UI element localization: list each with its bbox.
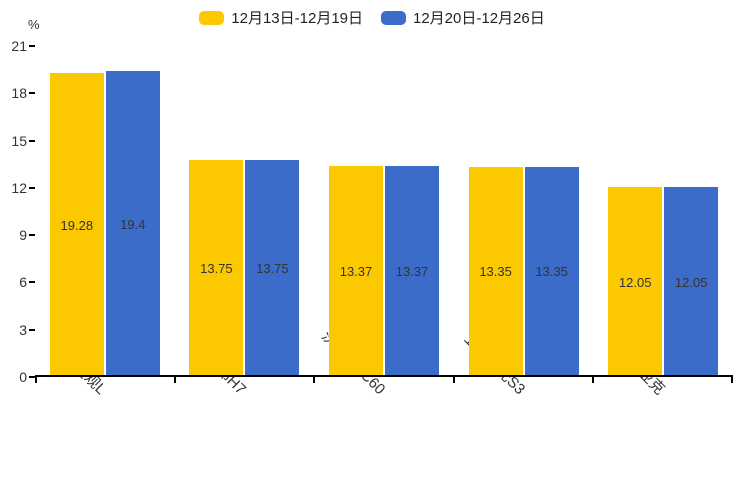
y-axis-tick (29, 92, 35, 95)
x-axis-tick (731, 377, 733, 383)
y-axis-tick-label: 18 (11, 85, 27, 102)
x-axis-tick (452, 377, 455, 383)
legend-swatch-blue (381, 10, 406, 25)
x-axis-line (35, 375, 733, 377)
bar-value-label: 13.35 (535, 264, 568, 280)
chart-legend: 12月13日-12月19日 12月20日-12月26日 (0, 7, 744, 28)
bar-value-label: 12.05 (674, 274, 708, 290)
x-axis-tick (173, 377, 176, 383)
x-axis-tick (313, 377, 316, 383)
bar-series1-cat4: 12.05 (608, 187, 663, 377)
bar-value-label: 13.35 (479, 264, 512, 280)
bar-series2-cat1: 13.75 (245, 160, 300, 377)
y-axis-tick-label: 15 (11, 132, 27, 149)
x-axis-tick (592, 377, 595, 383)
bar-series2-cat2: 13.37 (385, 166, 439, 377)
bar-series1-cat0: 19.28 (49, 73, 104, 377)
bar-value-label: 13.37 (339, 264, 373, 280)
bar-series2-cat0: 19.4 (105, 71, 160, 377)
bar-value-label: 19.28 (60, 217, 94, 233)
x-axis-tick (35, 377, 37, 383)
bar-series1-cat2: 13.37 (329, 166, 383, 377)
y-axis-tick (29, 328, 35, 331)
bar-series1-cat3: 13.35 (468, 166, 523, 377)
bar-value-label: 12.05 (618, 274, 652, 290)
y-axis-tick-label: 3 (19, 321, 27, 338)
bar-series2-cat4: 12.05 (664, 187, 719, 377)
y-axis-tick-label: 0 (19, 369, 27, 385)
bar-value-label: 13.75 (200, 261, 233, 277)
y-axis-tick-label: 6 (19, 274, 27, 291)
y-axis-tick (29, 281, 35, 284)
plot-area: 19.28 19.4 13.75 13.75 13.37 13.37 13.35 13.35 1… (35, 46, 733, 383)
y-axis-tick-label: 12 (11, 179, 27, 196)
legend-label-period1: 12月13日-12月19日 (231, 10, 363, 27)
legend-swatch-yellow (199, 10, 225, 25)
bar-series1-cat1: 13.75 (189, 160, 244, 377)
y-axis-unit-label: % (28, 17, 40, 32)
bar-series2-cat3: 13.35 (524, 166, 579, 377)
y-axis-tick (29, 234, 35, 237)
y-axis-tick (29, 45, 35, 47)
legend-item-period2[interactable]: 12月20日-12月26日 (381, 7, 545, 28)
y-axis-tick (29, 139, 35, 142)
legend-label-period2: 12月20日-12月26日 (413, 10, 545, 27)
bar-value-label: 19.4 (120, 216, 146, 232)
y-axis-tick-label: 9 (19, 227, 27, 244)
y-axis-tick (29, 186, 35, 189)
legend-item-period1[interactable]: 12月13日-12月19日 (199, 7, 363, 28)
bar-value-label: 13.37 (395, 264, 429, 280)
y-axis-tick-label: 21 (11, 38, 27, 54)
y-axis-tick (29, 376, 35, 378)
bar-value-label: 13.75 (256, 261, 289, 277)
